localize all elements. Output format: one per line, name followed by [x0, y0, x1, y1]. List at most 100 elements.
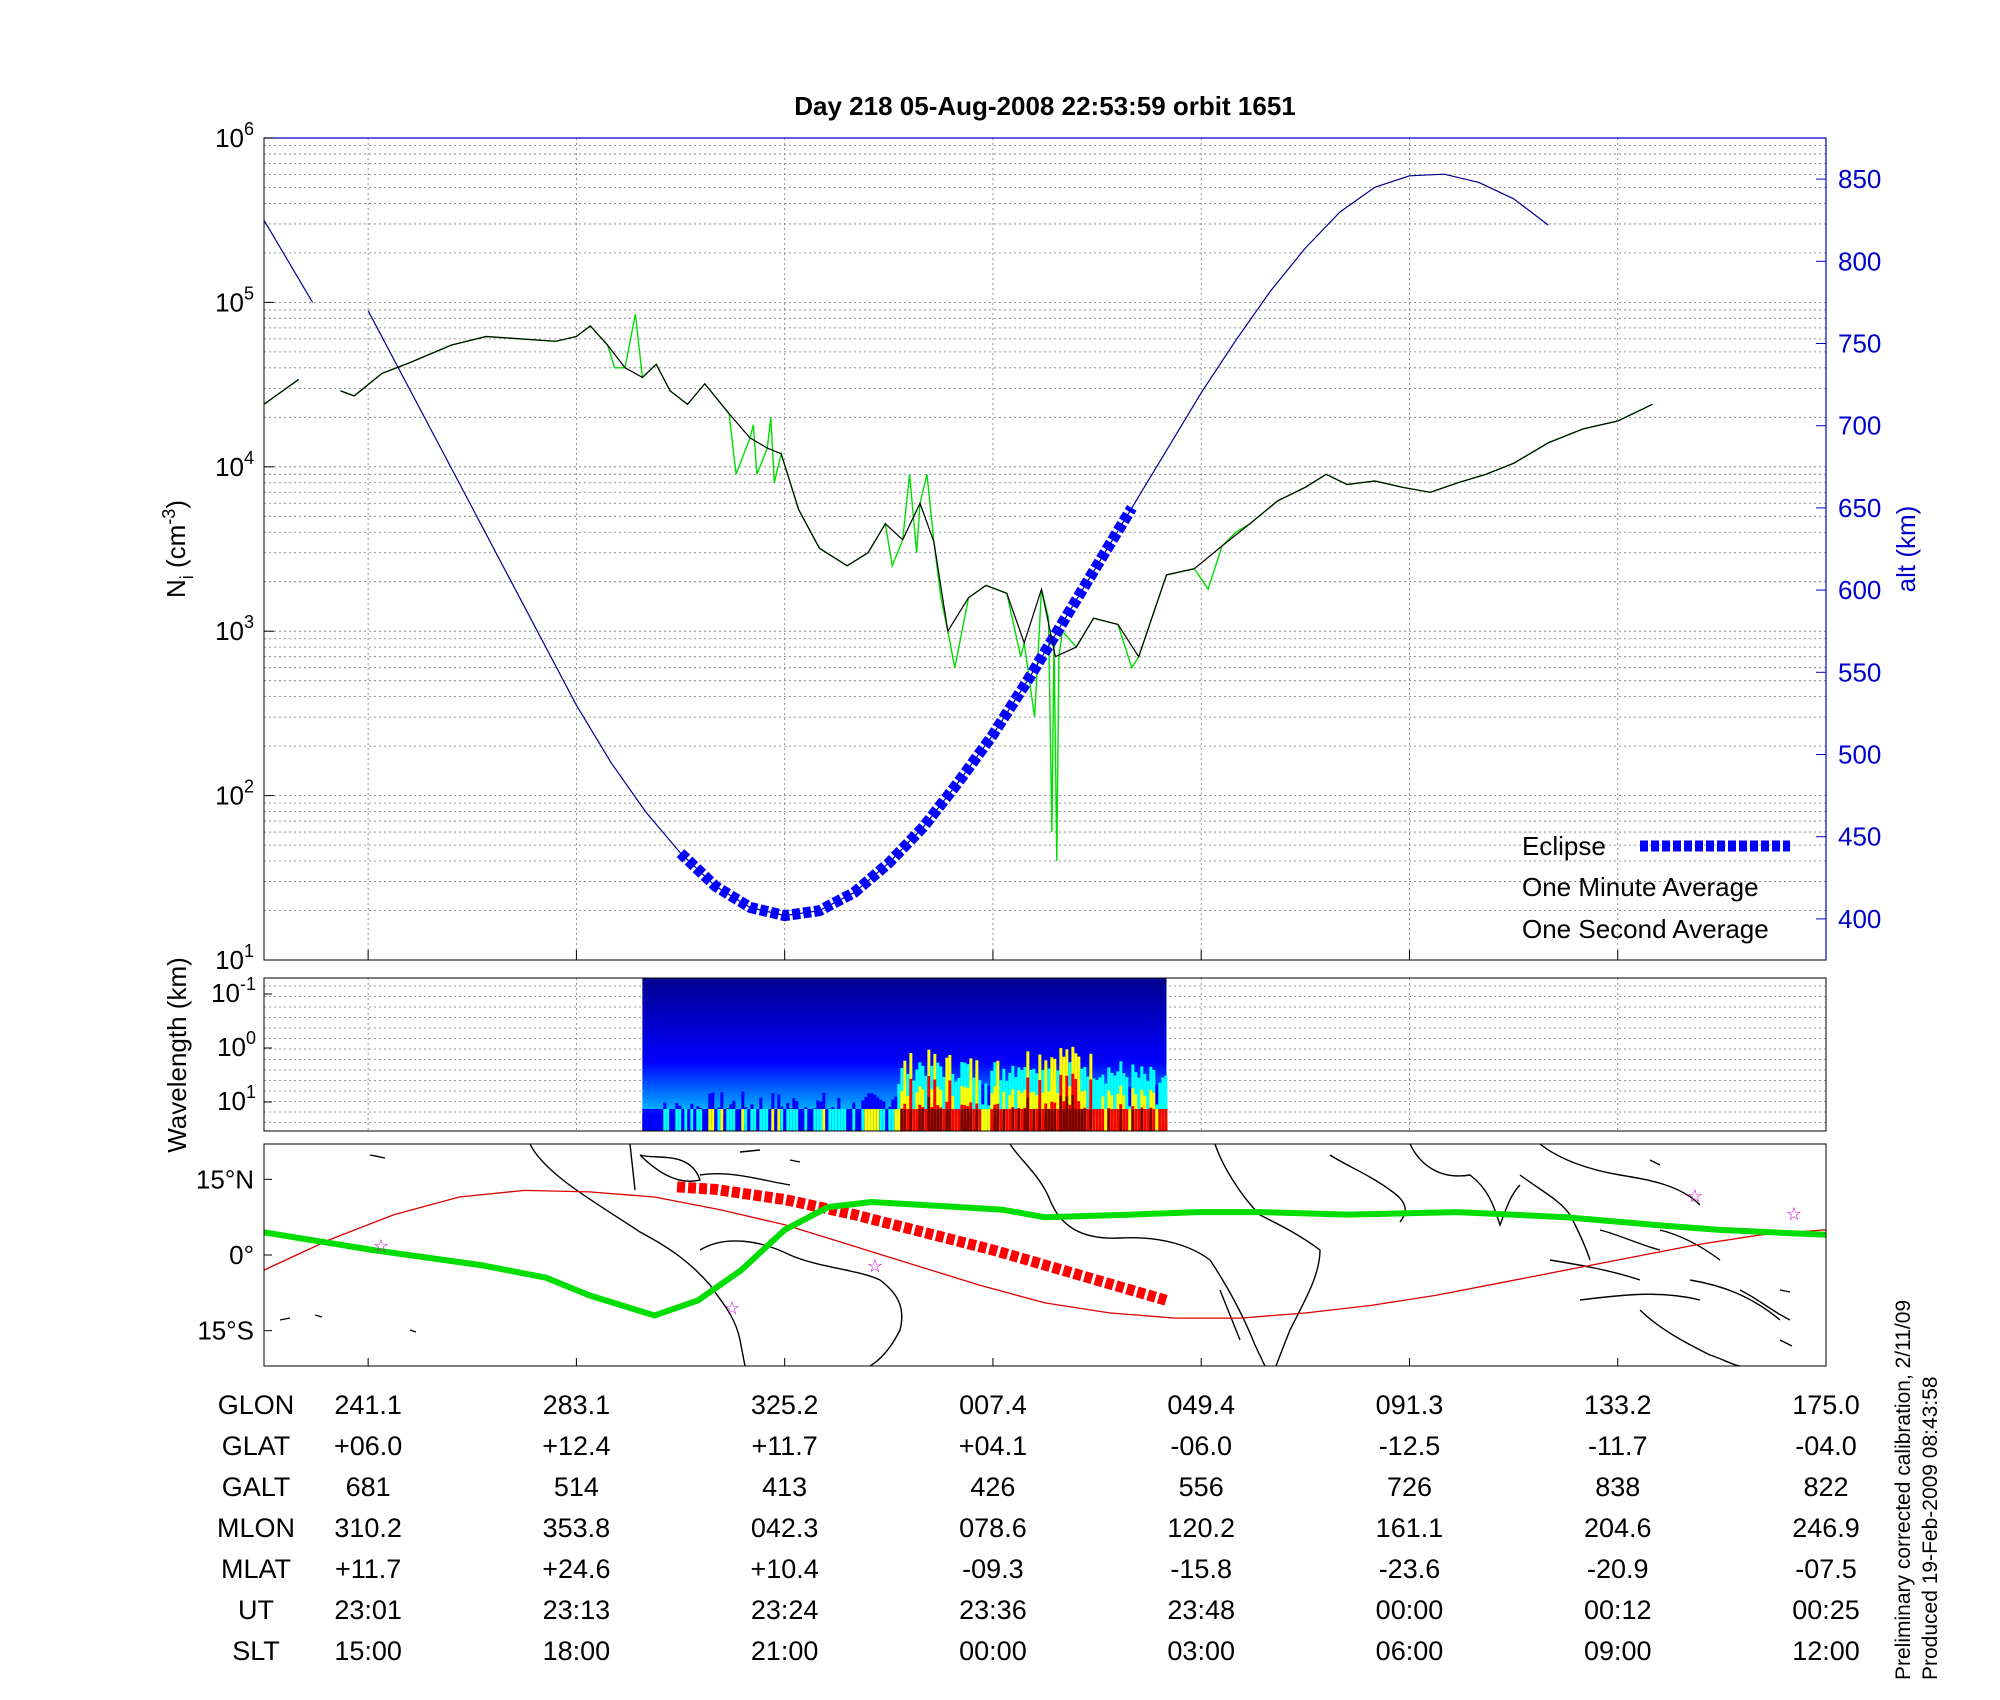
spectrogram-cell [1047, 1109, 1051, 1131]
spectrogram-cell [735, 1109, 739, 1131]
spectrogram-cell [939, 1109, 943, 1131]
spectrogram-cell [870, 1109, 874, 1131]
series-alt [264, 219, 314, 303]
spectrogram-cell [840, 1109, 844, 1131]
spectrogram-cell [945, 1109, 949, 1131]
spectrogram-cell [651, 1109, 655, 1131]
spectrogram-cell [711, 1109, 715, 1131]
spectrogram-cell [822, 1109, 826, 1131]
table-cell: 726 [1387, 1472, 1432, 1502]
spectrogram-cell [663, 1109, 667, 1131]
table-cell: 18:00 [543, 1636, 611, 1666]
spectrogram-cell [750, 1109, 754, 1131]
spectrogram-cell [1134, 1109, 1138, 1131]
map-panel-frame [263, 1143, 1827, 1367]
spectrogram-cell [1113, 1109, 1117, 1131]
table-cell: 12:00 [1792, 1636, 1860, 1666]
table-row-label: SLT [232, 1636, 280, 1666]
table-cell: -04.0 [1795, 1431, 1857, 1461]
spectrogram-cell [885, 1109, 889, 1131]
spectrogram-cell [1017, 1109, 1021, 1131]
spectrogram-cell [879, 1109, 883, 1131]
table-cell: 175.0 [1792, 1390, 1860, 1420]
table-cell: +06.0 [334, 1431, 402, 1461]
spectrogram-cell [999, 1109, 1003, 1131]
spectrogram-cell [660, 1109, 664, 1131]
table-cell: -06.0 [1170, 1431, 1232, 1461]
table-cell: -09.3 [962, 1554, 1024, 1584]
spectrogram-cell [921, 1109, 925, 1131]
calibration-note: Preliminary corrected calibration, 2/11/… [1892, 1300, 1915, 1680]
density-y-label: Ni (cm-3) [159, 500, 197, 598]
density-series [264, 173, 1653, 922]
spectrogram-cell [903, 1109, 907, 1131]
series-one-minute-average [340, 325, 1653, 659]
y2-tick-label: 500 [1838, 740, 1881, 770]
spectrogram-cell [1140, 1109, 1144, 1131]
spectrogram-cell [1038, 1109, 1042, 1131]
table-cell: 03:00 [1167, 1636, 1235, 1666]
spectrogram-cell [933, 1109, 937, 1131]
table-cell: 00:00 [1376, 1595, 1444, 1625]
table-row-label: MLON [217, 1513, 295, 1543]
spectrogram-cell [1062, 1109, 1066, 1131]
spectrogram-cell [726, 1109, 730, 1131]
eclipse-track [676, 1181, 1169, 1306]
spectrogram-cell [798, 1109, 802, 1131]
spectrogram-cell [753, 1109, 757, 1131]
spectrogram-cell [1035, 1109, 1039, 1131]
spectrogram-cell [741, 1109, 745, 1131]
y2-tick-label: 450 [1838, 822, 1881, 852]
ephemeris-table: GLON GLAT GALT MLON MLAT UT SLT 241.1 +06.0 681 31… [217, 1390, 1860, 1666]
spectrogram-cell [759, 1109, 763, 1131]
spectrogram-cell [1158, 1109, 1162, 1131]
y2-tick-label: 650 [1838, 493, 1881, 523]
table-cell: 078.6 [959, 1513, 1027, 1543]
spectrogram-cell [666, 1109, 670, 1131]
y-tick-label: 104 [215, 448, 254, 482]
spectrogram-cell [696, 1109, 700, 1131]
spectrogram-cell [804, 1109, 808, 1131]
spectrogram-cell [1152, 1109, 1156, 1131]
table-cell: -07.5 [1795, 1554, 1857, 1584]
spectrogram-cell [705, 1109, 709, 1131]
spectrogram-cell [1098, 1109, 1102, 1131]
chart-title: Day 218 05-Aug-2008 22:53:59 orbit 1651 [794, 91, 1296, 121]
spectrogram-cell [846, 1109, 850, 1131]
spectrogram-cell [807, 1109, 811, 1131]
spectrogram-cell [957, 1109, 961, 1131]
spectrogram-cell [828, 1109, 832, 1131]
spectrogram-cell [909, 1109, 913, 1131]
table-cell: -20.9 [1587, 1554, 1649, 1584]
spectrogram-panel-frame [263, 977, 1827, 1132]
table-cell: 413 [762, 1472, 807, 1502]
spectrogram-cell [888, 1109, 892, 1131]
series-alt [367, 173, 1549, 917]
spectrogram-cell [654, 1109, 658, 1131]
spectrogram-cell [690, 1109, 694, 1131]
table-cell: 514 [554, 1472, 599, 1502]
y2-tick-label: 400 [1838, 904, 1881, 934]
spectrogram-cell [1155, 1109, 1159, 1131]
spectrogram-cell [672, 1109, 676, 1131]
spectrogram-cell [891, 1109, 895, 1131]
spectrogram-cell [867, 1109, 871, 1131]
spectrogram-cell [687, 1109, 691, 1131]
spectrogram-cell [1083, 1109, 1087, 1131]
spectrogram-cell [996, 1109, 1000, 1131]
spectrogram-cell [738, 1109, 742, 1131]
spectrogram-cell [780, 1109, 784, 1131]
series-eclipse [676, 505, 1137, 922]
altitude-y-ticks: 400 450 500 550 600 650 700 750 800 850 [1816, 164, 1881, 934]
spectrogram-cell [747, 1109, 751, 1131]
spectrogram-cell [810, 1109, 814, 1131]
table-cell: 283.1 [543, 1390, 611, 1420]
table-cell: 23:48 [1167, 1595, 1235, 1625]
spectrogram-cell [1068, 1109, 1072, 1131]
spectrogram-cell [723, 1109, 727, 1131]
spectrogram-cell [918, 1109, 922, 1131]
spectrogram-cell [783, 1109, 787, 1131]
spectrogram-cell [912, 1109, 916, 1131]
spectrogram-cell [1029, 1109, 1033, 1131]
spectrogram-cell [849, 1109, 853, 1131]
